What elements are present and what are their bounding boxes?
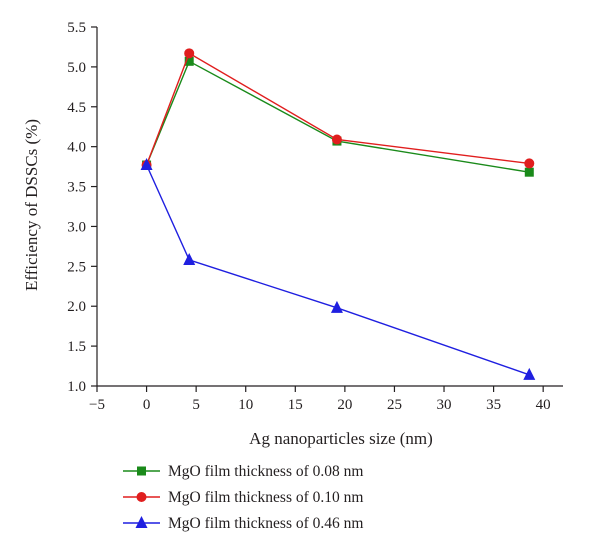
- series-3-point: [330, 300, 343, 313]
- legend-marker: [135, 516, 148, 528]
- series-2-line: [145, 52, 530, 166]
- legend-label: MgO film thickness of 0.08 nm: [168, 463, 363, 480]
- series-2: [141, 48, 535, 171]
- x-tick-label: 25: [387, 397, 402, 413]
- series-3-point: [523, 367, 536, 380]
- legend-item-3: MgO film thickness of 0.46 nm: [123, 515, 363, 532]
- x-tick-label: 10: [238, 397, 253, 413]
- series-3: [140, 158, 536, 380]
- series-1: [142, 56, 534, 177]
- x-tick-label: 30: [437, 397, 452, 413]
- legend: MgO film thickness of 0.08 nm MgO film th…: [123, 463, 363, 532]
- y-tick-label: 4.5: [67, 100, 86, 116]
- y-tick-label: 1.5: [67, 339, 86, 355]
- x-tick-label: 5: [192, 397, 200, 413]
- series-3-point: [183, 252, 196, 265]
- series-3-point: [140, 158, 153, 171]
- legend-label: MgO film thickness of 0.10 nm: [168, 489, 363, 506]
- x-axis-label: Ag nanoparticles size (nm): [249, 429, 433, 448]
- series-3-line: [145, 164, 530, 376]
- series-1-line: [145, 60, 530, 173]
- y-tick-label: 5.0: [67, 60, 86, 76]
- y-tick-label: 2.5: [67, 259, 86, 275]
- legend-marker: [136, 492, 147, 502]
- x-tick-label: 0: [143, 397, 151, 413]
- series-2-point: [524, 158, 535, 169]
- y-tick-label: 2.0: [67, 299, 86, 315]
- legend-item-1: MgO film thickness of 0.08 nm: [123, 463, 363, 480]
- series-1-point: [524, 167, 534, 177]
- y-tick-label: 4.0: [67, 140, 86, 156]
- legend-label: MgO film thickness of 0.46 nm: [168, 515, 363, 532]
- legend-item-2: MgO film thickness of 0.10 nm: [123, 489, 363, 506]
- x-tick-label: 40: [536, 397, 551, 413]
- series-2-point: [184, 48, 195, 59]
- x-tick-label: 20: [337, 397, 352, 413]
- x-tick-label: −5: [89, 397, 105, 413]
- y-tick-label: 1.0: [67, 379, 86, 395]
- y-axis-label: Efficiency of DSSCs (%): [22, 119, 41, 291]
- y-tick-label: 5.5: [67, 20, 86, 36]
- x-tick-label: 35: [486, 397, 501, 413]
- legend-marker: [137, 466, 146, 476]
- series-group: [140, 48, 536, 380]
- series-1-point: [184, 56, 194, 66]
- x-tick-label: 15: [288, 397, 303, 413]
- y-tick-label: 3.5: [67, 180, 86, 196]
- series-2-point: [331, 134, 342, 145]
- axes: −5 0 5 10 15 20 25 30 35 40 1.0 1.5 2.0 2.5 3.0 3.5 4.0 4…: [67, 20, 563, 413]
- y-tick-label: 3.0: [67, 219, 86, 235]
